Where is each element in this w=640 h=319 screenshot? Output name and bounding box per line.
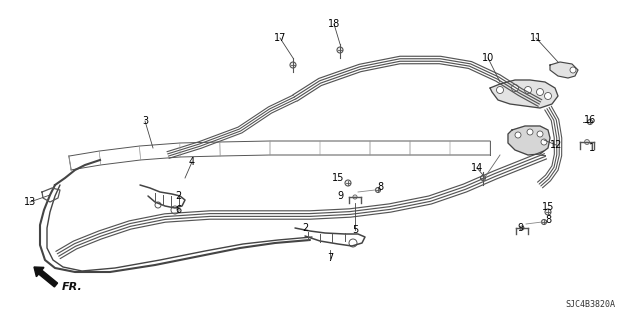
Circle shape — [541, 219, 547, 225]
Text: 4: 4 — [189, 157, 195, 167]
Circle shape — [515, 132, 521, 138]
Polygon shape — [508, 126, 550, 155]
Text: 7: 7 — [327, 253, 333, 263]
Text: 1: 1 — [589, 143, 595, 153]
Text: 2: 2 — [175, 191, 181, 201]
Circle shape — [584, 139, 589, 145]
Circle shape — [545, 93, 552, 100]
Text: 15: 15 — [332, 173, 344, 183]
Text: 13: 13 — [24, 197, 36, 207]
Text: 9: 9 — [517, 223, 523, 233]
Text: SJC4B3820A: SJC4B3820A — [565, 300, 615, 309]
Text: 15: 15 — [542, 202, 554, 212]
Polygon shape — [550, 62, 578, 78]
Circle shape — [520, 226, 524, 230]
Circle shape — [497, 86, 504, 93]
Text: 5: 5 — [352, 225, 358, 235]
Circle shape — [345, 180, 351, 186]
Circle shape — [536, 88, 543, 95]
Circle shape — [588, 120, 593, 124]
Circle shape — [155, 202, 161, 208]
Text: 8: 8 — [377, 182, 383, 192]
Circle shape — [537, 131, 543, 137]
Circle shape — [570, 67, 576, 73]
Text: FR.: FR. — [62, 282, 83, 292]
Text: 2: 2 — [302, 223, 308, 233]
Text: 10: 10 — [482, 53, 494, 63]
Text: 6: 6 — [175, 205, 181, 215]
Circle shape — [376, 188, 381, 192]
Text: 12: 12 — [550, 140, 562, 150]
Circle shape — [349, 239, 357, 247]
Circle shape — [171, 206, 179, 214]
Circle shape — [337, 47, 343, 53]
Circle shape — [290, 62, 296, 68]
Text: 18: 18 — [328, 19, 340, 29]
Text: 16: 16 — [584, 115, 596, 125]
Text: 14: 14 — [471, 163, 483, 173]
Text: 3: 3 — [142, 116, 148, 126]
Polygon shape — [490, 80, 558, 108]
Circle shape — [511, 85, 518, 92]
Circle shape — [525, 86, 531, 93]
Circle shape — [541, 139, 547, 145]
Text: 9: 9 — [337, 191, 343, 201]
Text: 11: 11 — [530, 33, 542, 43]
Circle shape — [527, 129, 533, 135]
Circle shape — [545, 209, 551, 215]
FancyArrow shape — [34, 267, 58, 287]
Circle shape — [353, 195, 357, 199]
Text: 17: 17 — [274, 33, 286, 43]
Text: 8: 8 — [545, 215, 551, 225]
Circle shape — [481, 175, 486, 181]
